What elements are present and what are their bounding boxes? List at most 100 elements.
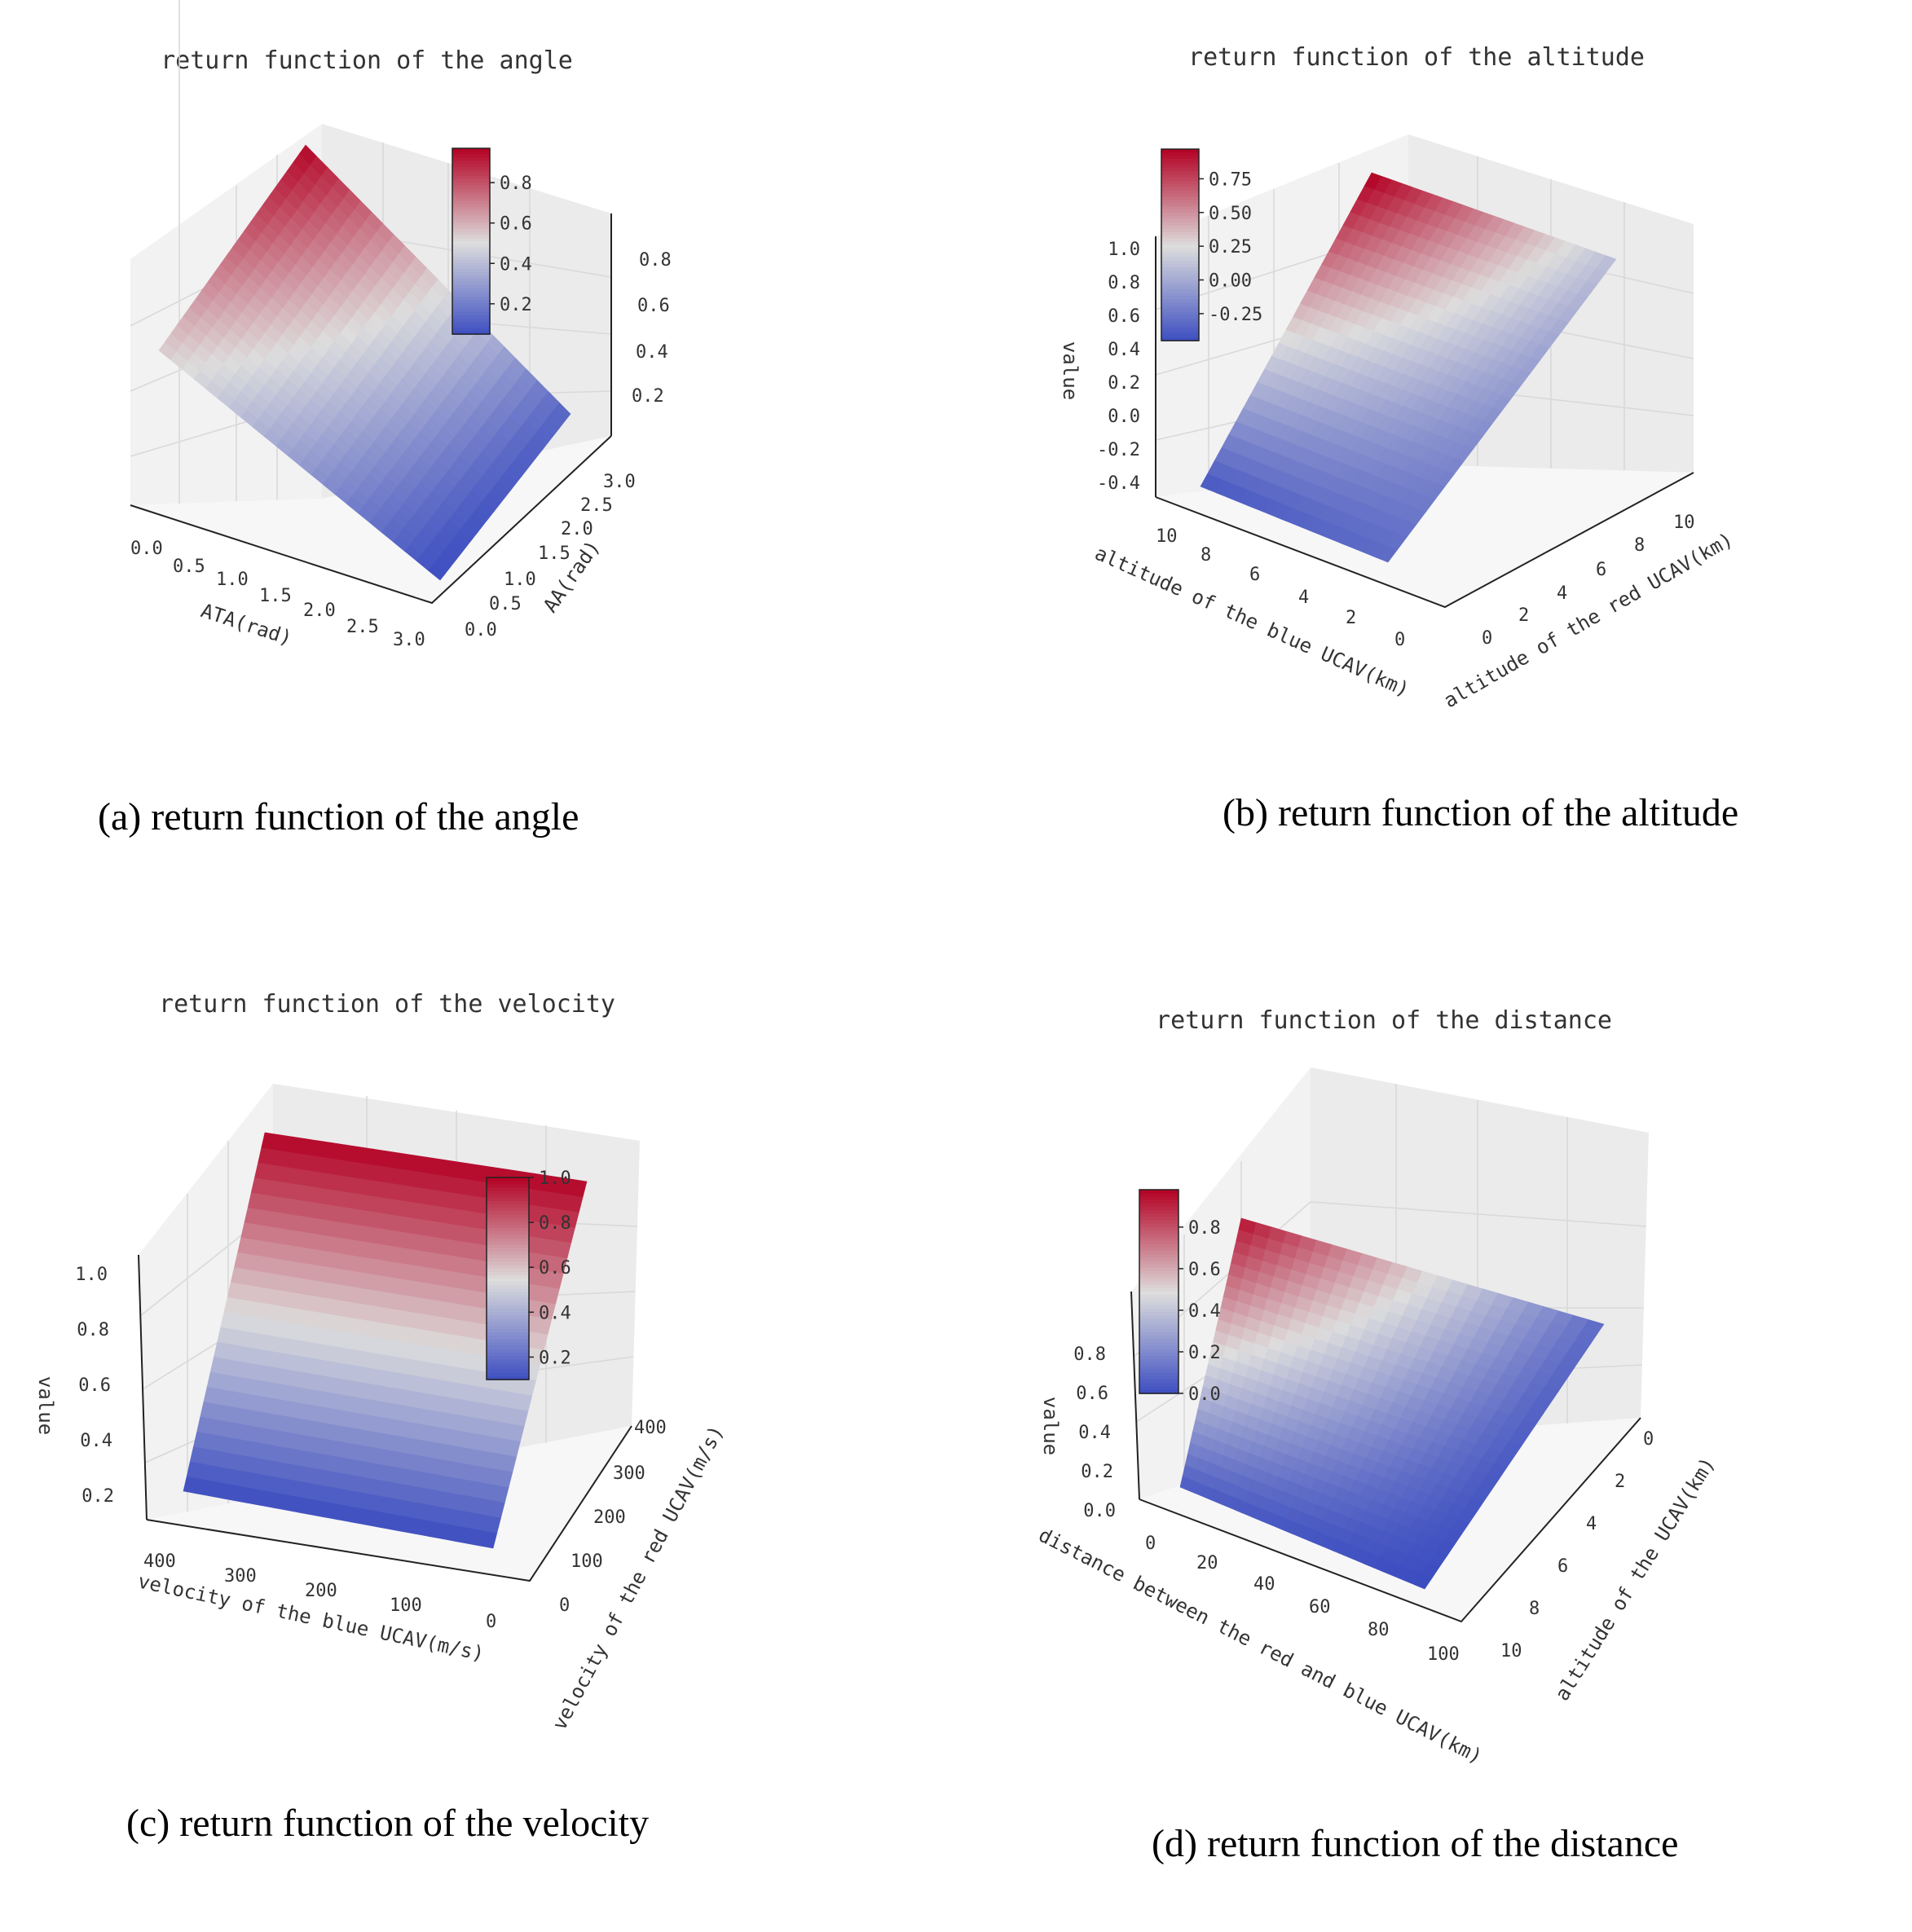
colorbar-band — [487, 1322, 529, 1327]
colorbar-band — [1161, 264, 1199, 268]
colorbar-band — [1161, 324, 1199, 329]
colorbar-band — [487, 1231, 529, 1236]
x-tick: 0.0 — [130, 539, 163, 559]
colorbar-band — [1161, 228, 1199, 233]
colorbar-tick-label: 0.00 — [1209, 271, 1252, 292]
colorbar-band — [452, 151, 490, 156]
colorbar-band — [487, 1366, 529, 1371]
colorbar-band — [1161, 209, 1199, 214]
colorbar-band — [452, 244, 490, 249]
z-tick: 1.0 — [75, 1265, 108, 1285]
z-tick: 0.6 — [637, 296, 670, 316]
colorbar-band — [1161, 296, 1199, 300]
colorbar-band — [452, 148, 490, 152]
colorbar-band — [1161, 328, 1199, 332]
colorbar-tick-label: 0.6 — [500, 214, 532, 235]
colorbar-band — [1139, 1190, 1178, 1194]
colorbar-band — [487, 1356, 529, 1360]
z-tick: 0.8 — [1073, 1344, 1106, 1365]
colorbar-band — [1161, 318, 1199, 323]
z-tick: 0.2 — [632, 386, 664, 407]
colorbar-band — [487, 1241, 529, 1246]
x-tick: 0 — [1394, 630, 1405, 650]
colorbar-tick-label: 0.8 — [500, 174, 532, 194]
colorbar-band — [1161, 196, 1199, 201]
colorbar-band — [452, 164, 490, 168]
colorbar-band — [452, 197, 490, 202]
y-ticks: 0.0 0.5 1.0 1.5 2.0 2.5 3.0 — [465, 472, 636, 640]
colorbar-band — [487, 1234, 529, 1239]
x-tick: 60 — [1309, 1597, 1331, 1617]
colorbar-band — [452, 188, 490, 192]
z-tick: 0.0 — [1108, 407, 1140, 427]
figure-caption: (d) return function of the distance — [1152, 1822, 1679, 1865]
x-tick: 2.0 — [303, 601, 336, 621]
colorbar-tick-label: 0.4 — [500, 254, 532, 275]
colorbar-tick-label: 0.75 — [1209, 169, 1252, 190]
colorbar-band — [487, 1332, 529, 1337]
colorbar-band — [452, 216, 490, 221]
colorbar-band — [1161, 273, 1199, 278]
colorbar-band — [1161, 270, 1199, 275]
colorbar-band — [1139, 1217, 1178, 1221]
x-tick: 2.5 — [346, 617, 379, 637]
colorbar-band — [452, 303, 490, 307]
colorbar-band — [1139, 1308, 1178, 1313]
chart-angle-surface: return function of the angle 0.0 0.5 1.0… — [130, 0, 672, 650]
colorbar-band — [1139, 1274, 1178, 1279]
colorbar-band — [1161, 266, 1199, 271]
figure-caption: (c) return function of the velocity — [126, 1802, 650, 1845]
colorbar-band — [1139, 1251, 1178, 1255]
colorbar-band — [1139, 1362, 1178, 1367]
x-tick: 80 — [1368, 1620, 1390, 1640]
colorbar-band — [452, 185, 490, 190]
colorbar-band — [1139, 1193, 1178, 1198]
x-ticks: 0 20 40 60 80 100 — [1145, 1534, 1460, 1665]
colorbar-band — [1139, 1199, 1178, 1204]
colorbar-band — [1161, 152, 1199, 156]
colorbar-band — [1161, 279, 1199, 284]
colorbar-band — [1161, 244, 1199, 249]
colorbar-band — [1139, 1267, 1178, 1272]
colorbar-band — [487, 1345, 529, 1350]
z-ticks: 0.2 0.4 0.6 0.8 1.0 — [75, 1265, 114, 1507]
colorbar-band — [1139, 1196, 1178, 1201]
colorbar-band — [452, 250, 490, 254]
colorbar-band — [1161, 216, 1199, 220]
colorbar-band — [1139, 1339, 1178, 1344]
colorbar-band — [452, 241, 490, 245]
colorbar-band — [1139, 1240, 1178, 1245]
colorbar-band — [487, 1238, 529, 1243]
x-ticks: 0.0 0.5 1.0 1.5 2.0 2.5 3.0 — [130, 539, 425, 650]
colorbar-band — [1139, 1254, 1178, 1259]
colorbar-band — [1161, 178, 1199, 182]
colorbar-band — [1139, 1345, 1178, 1350]
x-tick: 4 — [1298, 588, 1309, 608]
y-tick: 3.0 — [603, 472, 636, 492]
colorbar-band — [452, 257, 490, 261]
colorbar-band — [1161, 222, 1199, 227]
colorbar-band — [1139, 1298, 1178, 1303]
chart-distance-surface: return function of the distance 0 20 40 … — [1035, 1006, 1720, 1768]
colorbar-band — [1161, 261, 1199, 265]
colorbar-band — [452, 195, 490, 199]
colorbar-band — [487, 1352, 529, 1357]
colorbar-band — [1161, 331, 1199, 335]
colorbar-tick-label: 0.2 — [539, 1348, 571, 1368]
colorbar-band — [487, 1278, 529, 1283]
y-tick: 300 — [613, 1463, 645, 1484]
z-axis-line — [138, 1254, 148, 1521]
chart-altitude-surface: return function of the altitude 10 8 6 4… — [1059, 43, 1737, 712]
chart-title: return function of the distance — [1156, 1006, 1612, 1035]
colorbar-band — [452, 235, 490, 239]
colorbar-band — [452, 331, 490, 335]
z-tick: 0.8 — [77, 1320, 109, 1340]
colorbar-band — [1139, 1380, 1178, 1384]
colorbar-band — [1161, 184, 1199, 188]
z-ticks: -0.4 -0.2 0.0 0.2 0.4 0.6 0.8 1.0 — [1097, 240, 1140, 494]
colorbar-band — [487, 1190, 529, 1195]
colorbar-band — [1161, 337, 1199, 341]
colorbar-band — [1139, 1305, 1178, 1309]
colorbar-band — [487, 1274, 529, 1279]
colorbar-band — [487, 1292, 529, 1296]
